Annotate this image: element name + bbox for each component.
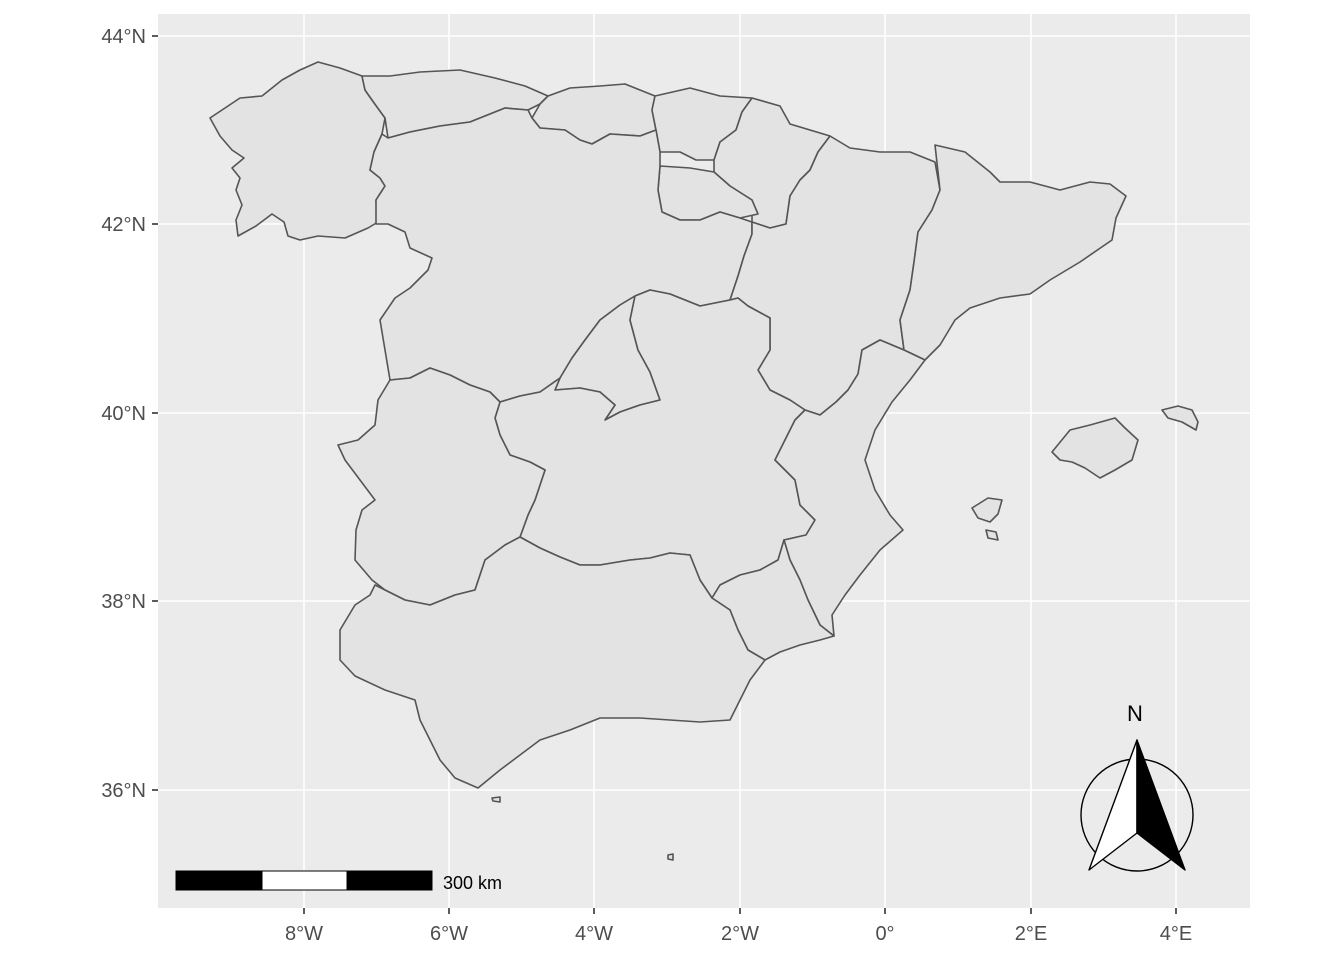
- island-ibiza: [971, 497, 1003, 523]
- regions: [209, 61, 1199, 861]
- north-arrow: N: [1080, 701, 1194, 872]
- y-tick-label: 40°N: [101, 403, 146, 425]
- x-tick-label: 6°W: [430, 923, 468, 945]
- region-catalonia: [899, 144, 1127, 361]
- x-tick-label: 8°W: [285, 923, 323, 945]
- y-tick-label: 42°N: [101, 214, 146, 236]
- x-axis-labels: 8°W 6°W 4°W 2°W 0° 2°E 4°E: [285, 923, 1192, 945]
- scale-bar-segment: [346, 870, 433, 891]
- x-tick-label: 0°: [875, 923, 894, 945]
- x-tick-label: 4°E: [1160, 923, 1192, 945]
- island-mallorca: [1051, 417, 1139, 479]
- region-galicia: [209, 61, 386, 241]
- x-tick-label: 4°W: [575, 923, 613, 945]
- scale-bar-label: 300 km: [443, 873, 502, 893]
- scale-bar: 300 km: [175, 870, 502, 893]
- region-andalusia: [339, 536, 766, 789]
- scale-bar-segment: [175, 870, 263, 891]
- axis-ticks: [152, 35, 1177, 914]
- enclave-melilla: [667, 853, 674, 861]
- island-formentera: [985, 529, 999, 541]
- y-tick-label: 38°N: [101, 591, 146, 613]
- north-arrow-label: N: [1127, 701, 1143, 726]
- x-tick-label: 2°W: [721, 923, 759, 945]
- scale-bar-segment: [261, 870, 348, 891]
- y-tick-label: 36°N: [101, 780, 146, 802]
- y-tick-label: 44°N: [101, 26, 146, 48]
- y-axis-labels: 44°N 42°N 40°N 38°N 36°N: [101, 26, 146, 802]
- north-arrow-right-half: [1136, 739, 1186, 871]
- enclave-ceuta: [491, 796, 501, 803]
- x-tick-label: 2°E: [1015, 923, 1047, 945]
- island-menorca: [1161, 405, 1199, 431]
